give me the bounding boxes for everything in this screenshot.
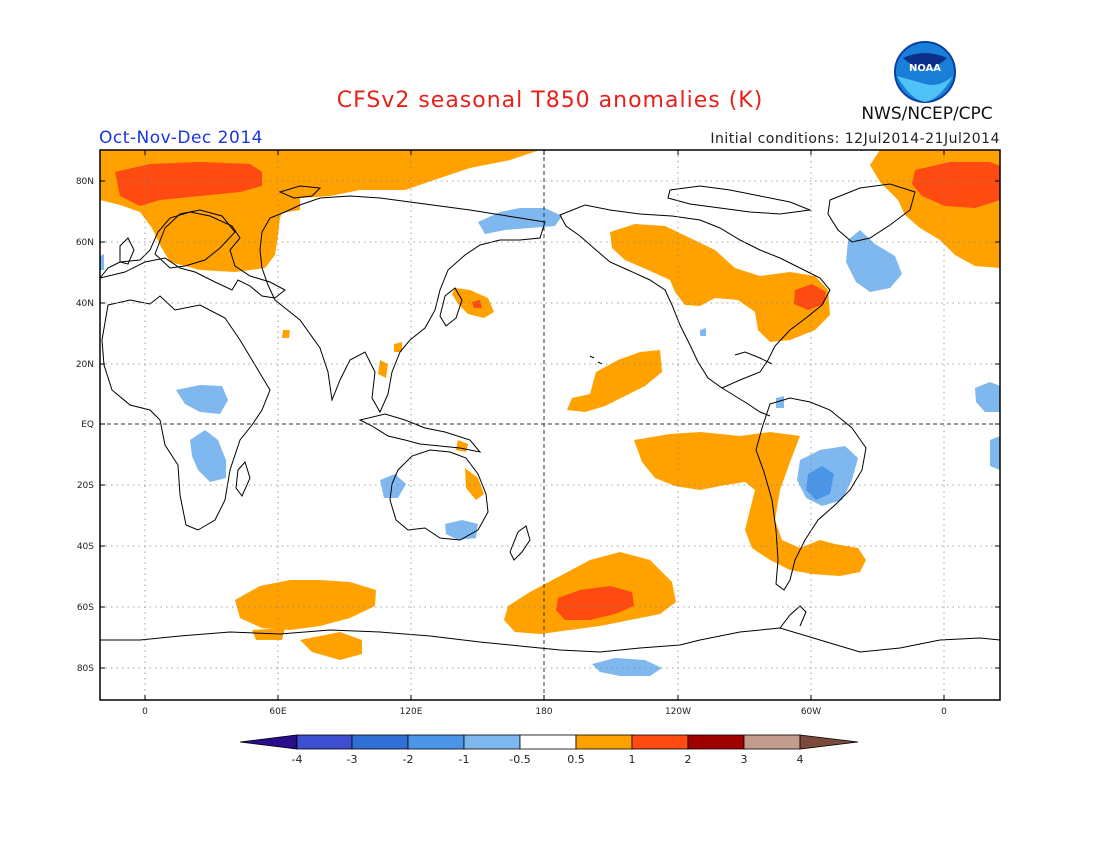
antarctic-cool — [592, 658, 662, 676]
lat-label: 60S — [77, 603, 94, 613]
agency-label: NWS/NCEP/CPC — [861, 104, 993, 124]
colorbar-label: 4 — [797, 753, 804, 766]
lat-label: 80N — [76, 177, 94, 187]
colorbar-label: -2 — [403, 753, 414, 766]
south-china-sea-warm — [378, 360, 388, 378]
lon-label: 120W — [665, 707, 691, 717]
colorbar-segment — [743, 734, 801, 750]
logo-text: NOAA — [909, 63, 941, 74]
central-america-coast — [721, 387, 771, 417]
korea-warm — [394, 342, 402, 352]
central-pacific-warm — [567, 350, 662, 412]
lat-label: EQ — [81, 420, 94, 430]
caribbean-islands — [734, 351, 773, 365]
colorbar-segment — [519, 734, 577, 750]
indian-ocean-warm — [235, 580, 376, 630]
siberia-warm — [245, 190, 300, 215]
madagascar-coast — [235, 460, 251, 497]
australia-coast — [389, 449, 489, 541]
colorbar-label: -1 — [459, 753, 470, 766]
japan-coast — [439, 287, 463, 327]
north-america-warm — [610, 224, 830, 342]
arctic-strong-warm-west — [115, 162, 262, 206]
india-warm — [282, 330, 290, 338]
antarctic-warm-b — [300, 632, 362, 660]
colorbar-segment — [631, 734, 689, 750]
lat-label: 20N — [76, 360, 94, 370]
map-frame — [99, 149, 1001, 701]
lat-label: 40N — [76, 299, 94, 309]
coastlines — [100, 183, 1000, 653]
strong-warm-anomaly-regions — [115, 162, 1000, 620]
west-atlantic-cool — [990, 436, 1000, 470]
noaa-logo-icon: NOAA — [894, 41, 956, 103]
colorbar-label: -3 — [347, 753, 358, 766]
british-isles-coast — [119, 237, 135, 265]
new-zealand-coast — [509, 525, 531, 561]
colorbar-label: 1 — [629, 753, 636, 766]
lon-label: 0 — [142, 707, 148, 717]
colorbar-arrow-high — [799, 734, 859, 750]
newfoundland-strong-warm — [794, 284, 826, 310]
west-coast-cool — [100, 254, 104, 270]
europe-coast — [100, 211, 286, 299]
forecast-period: Oct-Nov-Dec 2014 — [99, 128, 263, 148]
lon-label: 60E — [269, 707, 286, 717]
latitude-axis: 80N 60N 40N 20N EQ 20S 40S 60S 80S — [76, 177, 1000, 674]
colorbar-segment — [296, 734, 353, 750]
initial-conditions: Initial conditions: 12Jul2014-21Jul2014 — [710, 131, 1000, 147]
gridlines — [100, 150, 1000, 700]
arctic-strong-warm-east — [912, 162, 1000, 208]
indonesia-coast — [358, 413, 482, 453]
scandinavia-coast — [154, 209, 236, 269]
lon-label: 0 — [941, 707, 947, 717]
lon-label: 180 — [535, 707, 552, 717]
antarctic-peninsula — [779, 605, 807, 629]
australia-cool-west — [380, 474, 406, 498]
lon-label: 60W — [801, 707, 821, 717]
greenland-coast — [827, 183, 916, 243]
colorbar-arrow-low — [239, 734, 298, 750]
lat-label: 40S — [77, 542, 94, 552]
greenland-cool — [846, 230, 902, 292]
lat-label: 80S — [77, 664, 94, 674]
brazil-coast-cool — [776, 396, 784, 408]
longitude-axis: 0 60E 120E 180 120W 60W 0 — [142, 150, 947, 717]
north-america-coast — [559, 204, 831, 389]
east-africa-cool — [190, 430, 226, 482]
south-america-coast — [755, 397, 867, 591]
colorbar-label: -4 — [292, 753, 303, 766]
colorbar-segment — [463, 734, 521, 750]
brazil-strong-cool — [806, 466, 834, 500]
colorbar-segment — [351, 734, 409, 750]
lat-label: 20S — [77, 481, 94, 491]
japan-strong-warm — [472, 300, 482, 308]
colorbar-label: -0.5 — [509, 753, 530, 766]
colorbar-label: 0.5 — [567, 753, 585, 766]
west-africa-cool — [176, 385, 228, 414]
colorbar-label: 2 — [685, 753, 692, 766]
antarctica-coast — [100, 627, 1000, 653]
arctic-islands — [667, 185, 812, 215]
map-field — [100, 150, 1000, 700]
bay-cool — [700, 328, 706, 336]
colorbar: -4 -3 -2 -1 -0.5 0.5 1 2 3 4 — [239, 734, 859, 766]
east-atlantic-cool — [975, 382, 1000, 412]
east-pacific-warm — [634, 432, 866, 576]
arctic-islands-b — [278, 185, 322, 199]
australia-warm — [465, 468, 484, 500]
lon-label: 120E — [400, 707, 423, 717]
colorbar-segment — [407, 734, 465, 750]
asia-coast — [259, 195, 546, 414]
southern-ocean-strong-warm — [556, 586, 634, 620]
colorbar-segment — [687, 734, 745, 750]
colorbar-label: 3 — [741, 753, 748, 766]
map-title: CFSv2 seasonal T850 anomalies (K) — [336, 88, 764, 113]
colorbar-segment — [575, 734, 633, 750]
lat-label: 60N — [76, 238, 94, 248]
